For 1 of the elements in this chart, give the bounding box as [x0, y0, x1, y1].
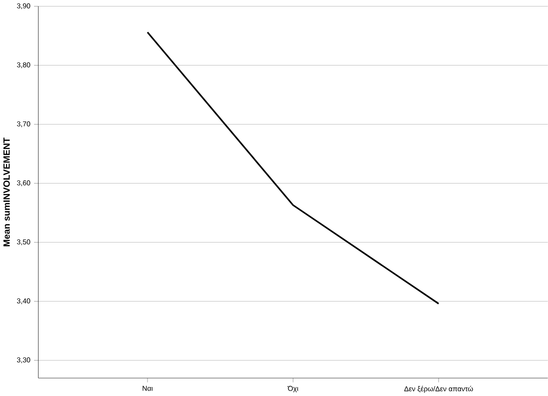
y-axis-title: Mean sumINVOLVEMENT [3, 138, 10, 246]
